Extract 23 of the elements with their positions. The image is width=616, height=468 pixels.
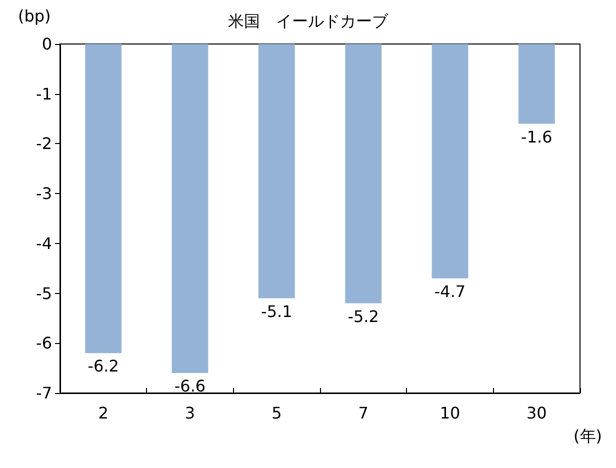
x-tick-label: 10 (440, 404, 460, 422)
x-axis-title: (年) (574, 426, 602, 446)
x-tick-label: 7 (358, 404, 368, 422)
data-label: -4.7 (434, 282, 466, 301)
y-tick-label: -4 (36, 234, 52, 253)
data-label: -1.6 (521, 127, 552, 146)
y-tick-label: -5 (36, 284, 52, 303)
data-label: -5.1 (261, 302, 292, 321)
y-tick-label: -2 (36, 134, 52, 154)
y-tick-label: -3 (36, 184, 52, 204)
y-tick-label: -6 (36, 334, 52, 353)
x-tick-label: 5 (272, 404, 282, 422)
y-axis-title: (bp) (18, 6, 51, 26)
data-label: -5.2 (348, 306, 379, 326)
chart-title: 米国 イールドカーブ (228, 12, 389, 30)
y-tick-label: -1 (36, 84, 52, 104)
x-tick-label: 30 (526, 404, 547, 422)
y-tick-label: 0 (42, 34, 52, 54)
x-tick-label: 2 (98, 404, 108, 422)
data-label: -6.2 (88, 356, 119, 376)
data-label: -6.6 (174, 376, 206, 396)
x-tick-label: 3 (184, 404, 196, 422)
y-tick-label: -7 (36, 384, 52, 402)
